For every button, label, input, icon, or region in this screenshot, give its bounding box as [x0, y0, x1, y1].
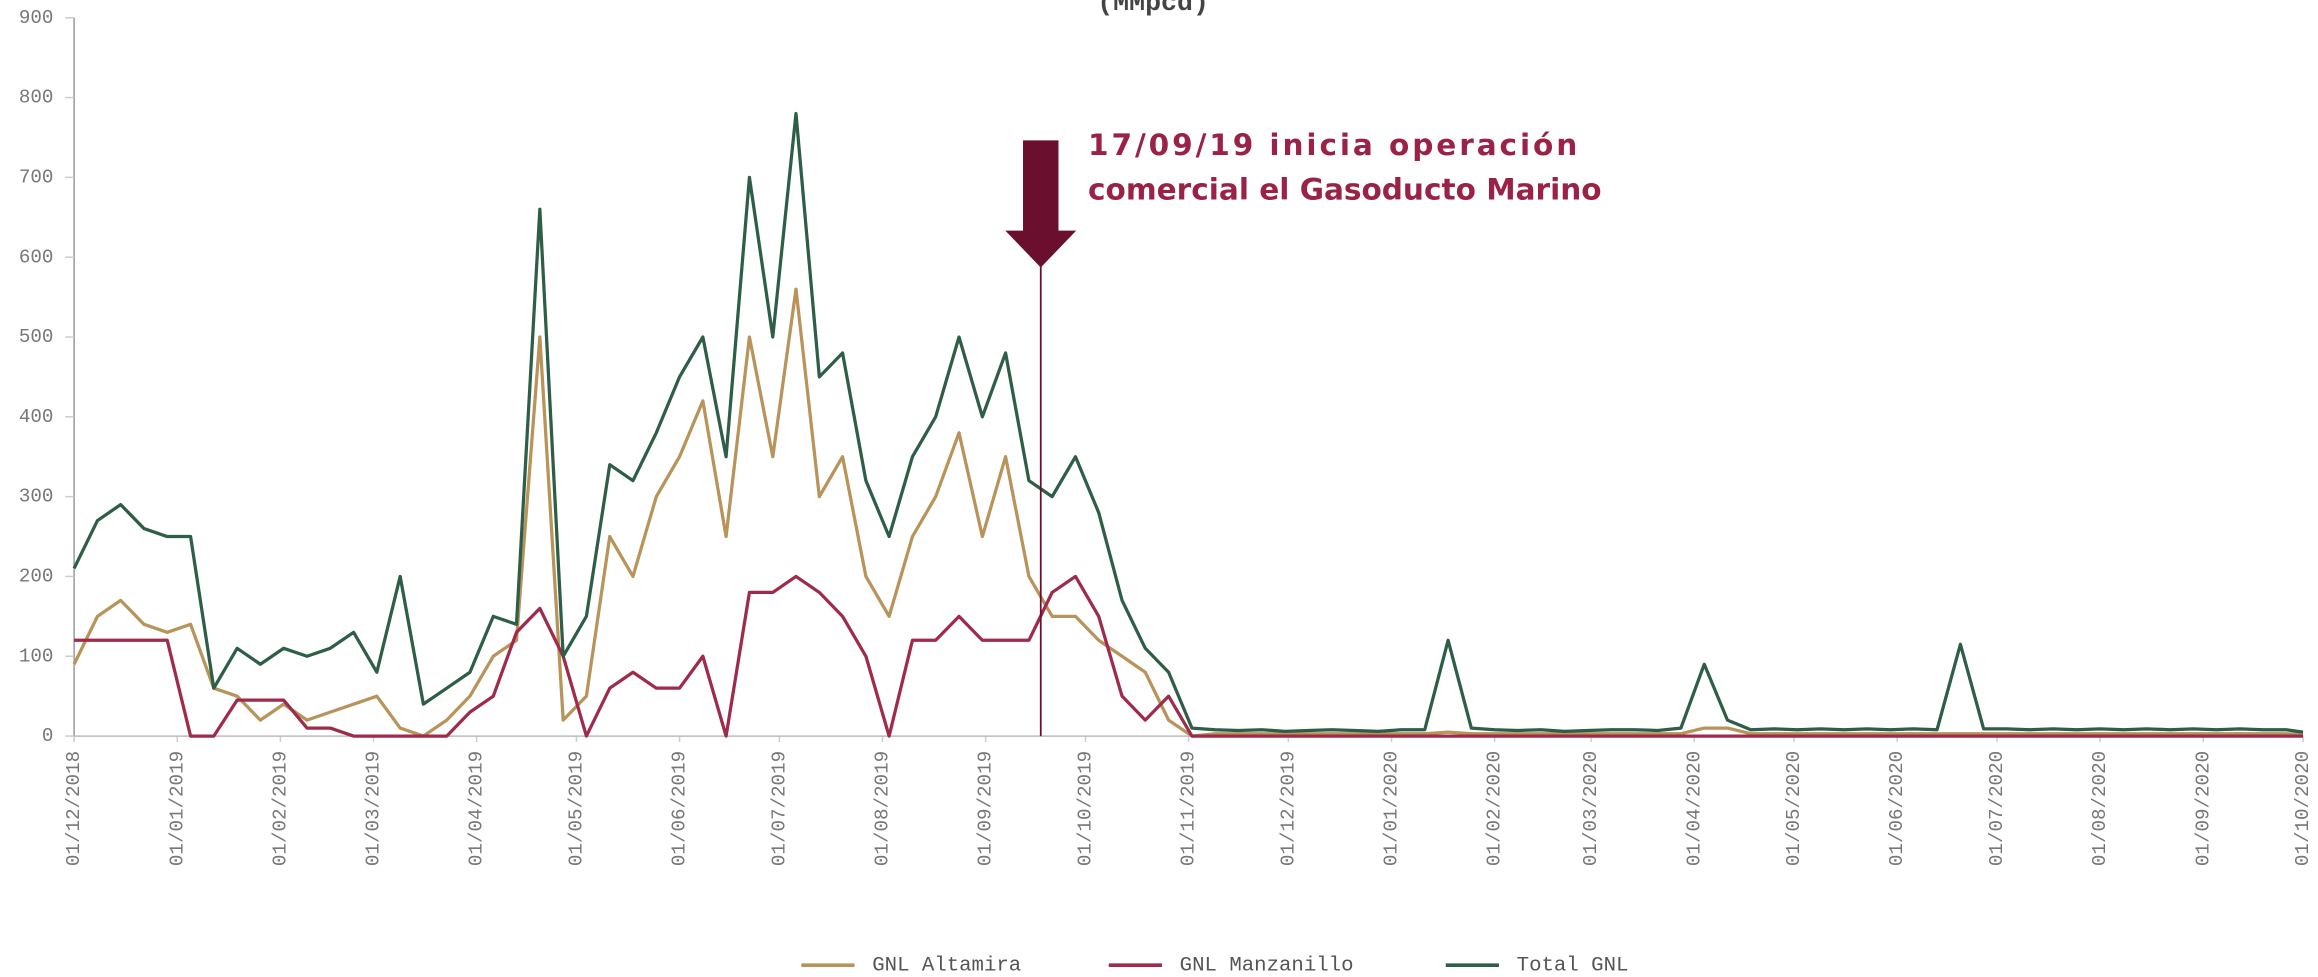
legend: GNL Altamira GNL Manzanillo Total GNL	[801, 955, 1628, 977]
x-tick-label: 01/08/2020	[2089, 751, 2111, 866]
annotation-text: comercial el Gasoducto Marino	[1088, 173, 1602, 207]
x-tick-label: 01/12/2018	[63, 751, 85, 866]
x-tick-label: 01/06/2020	[1886, 751, 1908, 866]
annotation-arrow	[1005, 140, 1077, 268]
x-tick-label: 01/06/2019	[669, 751, 691, 866]
x-tick-label: 01/07/2020	[1986, 751, 2008, 866]
y-tick-label: 600	[19, 246, 54, 268]
y-tick-label: 0	[42, 725, 54, 747]
x-tick-label: 01/12/2019	[1277, 751, 1299, 866]
series-line	[72, 111, 2304, 734]
x-tick-label: 01/08/2019	[872, 751, 894, 866]
x-tick-label: 01/11/2019	[1178, 751, 1200, 866]
x-tick-label: 01/01/2020	[1381, 751, 1403, 866]
x-tick-label: 01/07/2019	[768, 751, 790, 866]
y-tick-label: 500	[19, 326, 54, 348]
x-tick-label: 01/05/2020	[1783, 751, 1805, 866]
x-tick-label: 01/04/2019	[466, 751, 488, 866]
plot	[65, 16, 2304, 742]
x-tick-label: 01/03/2019	[363, 751, 385, 866]
x-tick-label: 01/02/2020	[1484, 751, 1506, 866]
legend-label: Total GNL	[1517, 955, 1629, 977]
x-tick-label: 01/10/2020	[2292, 751, 2314, 866]
x-tick-label: 01/09/2020	[2192, 751, 2214, 866]
x-tick-label: 01/09/2019	[975, 751, 997, 866]
x-tick-label: 01/02/2019	[269, 751, 291, 866]
legend-label: GNL Manzanillo	[1180, 955, 1354, 977]
series-line	[74, 574, 2304, 738]
x-tick-label: 01/03/2020	[1580, 751, 1602, 866]
legend-label: GNL Altamira	[872, 955, 1021, 977]
y-tick-label: 300	[19, 486, 54, 508]
y-tick-label: 900	[19, 7, 54, 29]
y-tick-label: 400	[19, 406, 54, 428]
y-tick-label: 100	[19, 645, 54, 667]
annotation-text: 17/09/19 inicia operación	[1088, 128, 1577, 162]
y-tick-label: 200	[19, 566, 54, 588]
y-tick-label: 800	[19, 87, 54, 109]
y-tick-label: 700	[19, 166, 54, 188]
x-tick-label: 01/01/2019	[166, 751, 188, 866]
x-tick-label: 01/10/2019	[1075, 751, 1097, 866]
x-tick-label: 01/04/2020	[1683, 751, 1705, 866]
chart-subtitle: (MMpcd)	[1097, 0, 1209, 18]
x-tick-label: 01/05/2019	[566, 751, 588, 866]
